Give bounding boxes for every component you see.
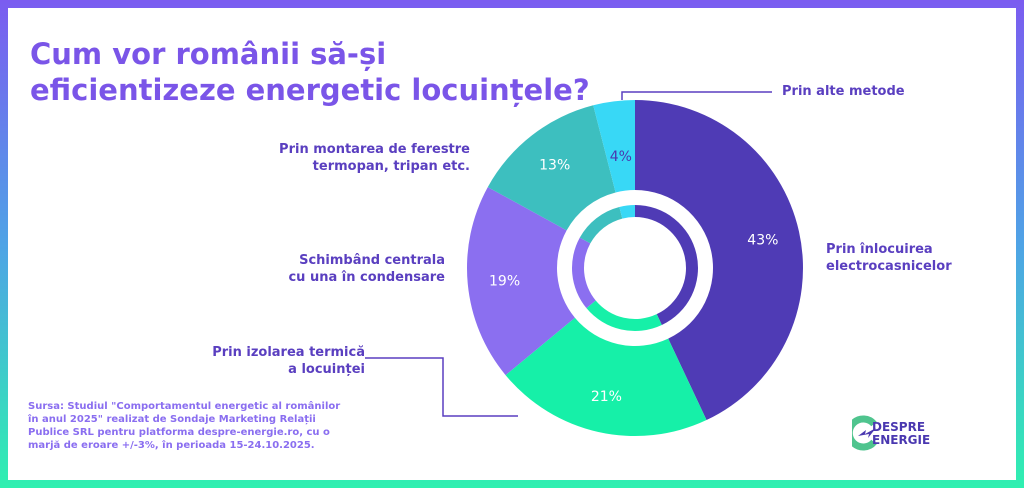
data-label-0: 43% (747, 232, 778, 248)
leader-line-izolare (365, 357, 518, 417)
despre-energie-logo-icon (852, 415, 877, 451)
label-electrocasnice: Prin înlocuirea electrocasnicelor (826, 242, 952, 274)
label-centrala: Schimbând centrala cu una în condensare (288, 253, 445, 285)
inner-ring-segment-3 (579, 206, 623, 244)
logo-line1: DESPRE (872, 420, 926, 434)
chart-title: Cum vor românii să-și eficientizeze ener… (30, 37, 590, 107)
label-ferestre: Prin montarea de ferestre termopan, trip… (279, 142, 470, 174)
label-alte-metode: Prin alte metode (782, 84, 905, 99)
leader-line-alte-metode (621, 91, 772, 100)
slice-1 (505, 317, 707, 436)
logo-line2: ENERGIE (872, 433, 931, 447)
data-label-4: 4% (610, 149, 632, 165)
inner-ring-segment-4 (619, 205, 635, 219)
inner-ring-segment-2 (571, 237, 596, 309)
inner-ring-segment-0 (635, 205, 698, 326)
data-label-3: 13% (539, 157, 570, 173)
inner-ring-segment-1 (586, 300, 662, 332)
data-label-2: 19% (489, 273, 520, 289)
slice-4 (593, 100, 635, 193)
slice-0 (635, 100, 804, 421)
slice-3 (487, 105, 616, 231)
label-izolare: Prin izolarea termică a locuinței (212, 345, 365, 377)
logo-text: DESPRE ENERGIE (872, 421, 930, 447)
source-note: Sursa: Studiul "Comportamentul energetic… (28, 401, 341, 451)
slice-2 (467, 187, 575, 376)
data-label-1: 21% (591, 389, 622, 405)
